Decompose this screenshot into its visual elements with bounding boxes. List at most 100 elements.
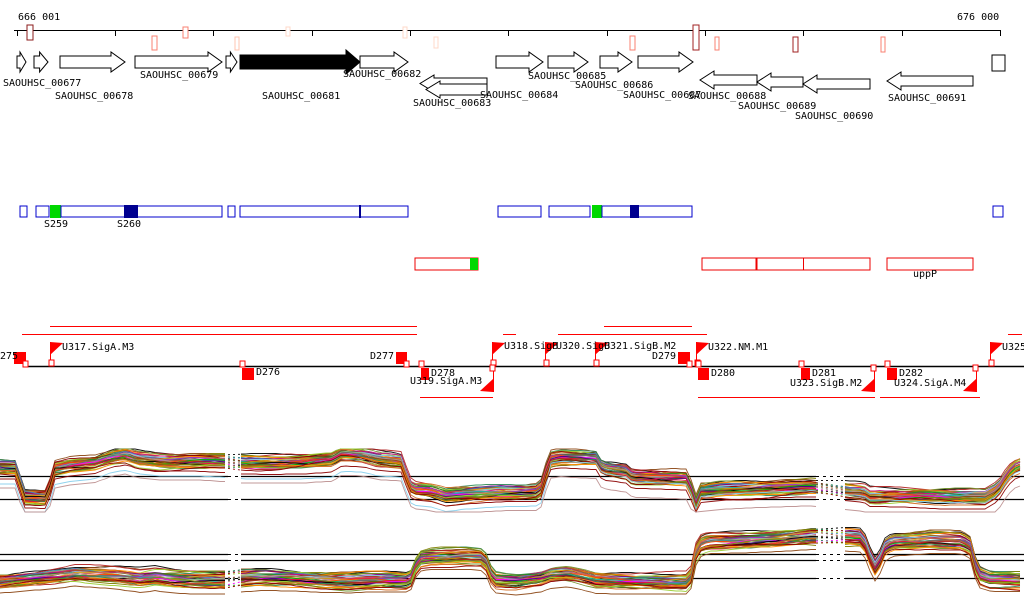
gene-arrow[interactable] bbox=[599, 51, 633, 73]
segment-box-green[interactable] bbox=[592, 205, 602, 218]
gene-arrow[interactable] bbox=[547, 51, 589, 73]
expression-curve-gap bbox=[227, 571, 242, 575]
expression-curve-gap bbox=[227, 569, 242, 572]
d-site-label: D279 bbox=[652, 351, 677, 362]
expression-curve bbox=[845, 541, 1021, 591]
gene-track bbox=[16, 48, 1006, 99]
gene-arrow[interactable] bbox=[425, 80, 488, 99]
gene-partial-box[interactable] bbox=[991, 54, 1006, 72]
ruler-start-label: 666 001 bbox=[18, 12, 61, 23]
segment-box-navy[interactable] bbox=[124, 205, 138, 218]
gene-arrow[interactable] bbox=[699, 70, 758, 90]
ruler-end-label: 676 000 bbox=[957, 12, 1000, 23]
tss-flag-up[interactable] bbox=[48, 342, 63, 367]
tss-flag-up[interactable] bbox=[593, 342, 608, 367]
gene-arrow[interactable] bbox=[225, 50, 238, 74]
expression-curve-gap bbox=[227, 576, 242, 580]
segment-label: S259 bbox=[44, 219, 69, 230]
expression-curve-gap bbox=[815, 536, 846, 539]
ruler-marker[interactable] bbox=[433, 36, 439, 49]
d-site-marker[interactable] bbox=[396, 352, 410, 368]
operon-box[interactable] bbox=[701, 257, 871, 271]
expression-curve bbox=[844, 540, 1020, 583]
gene-arrow[interactable] bbox=[802, 74, 871, 94]
ruler-marker[interactable] bbox=[182, 26, 189, 39]
gene-arrow[interactable] bbox=[756, 72, 804, 92]
ruler-marker[interactable] bbox=[714, 36, 720, 51]
tss-label: U325 bbox=[1002, 342, 1024, 353]
tss-flag-down[interactable] bbox=[861, 364, 877, 392]
ruler-marker[interactable] bbox=[629, 35, 636, 51]
ruler-marker[interactable] bbox=[151, 35, 158, 51]
operon-box[interactable] bbox=[414, 257, 479, 271]
tss-label: U323.SigB.M2 bbox=[790, 378, 863, 389]
operon-label: uppP bbox=[913, 269, 938, 280]
expression-curve-gap bbox=[815, 482, 846, 488]
d-site-marker[interactable] bbox=[239, 360, 254, 380]
ruler-marker[interactable] bbox=[402, 26, 408, 39]
segment-box-navy[interactable] bbox=[630, 205, 639, 218]
segment-box[interactable] bbox=[548, 205, 591, 218]
gene-arrow[interactable] bbox=[59, 51, 126, 73]
segment-box[interactable] bbox=[239, 205, 409, 218]
gene-arrow[interactable] bbox=[637, 51, 694, 73]
segment-box[interactable] bbox=[19, 205, 28, 218]
tss-flag-up[interactable] bbox=[490, 342, 505, 367]
expression-plot-1 bbox=[0, 448, 1024, 514]
gene-arrow[interactable] bbox=[495, 51, 544, 73]
ruler-marker[interactable] bbox=[285, 26, 291, 37]
tss-flag-down[interactable] bbox=[480, 364, 496, 392]
d-site-marker[interactable] bbox=[14, 352, 29, 368]
expression-curve-gap bbox=[227, 453, 242, 456]
operon-green-segment[interactable] bbox=[470, 258, 478, 270]
gene-arrow[interactable] bbox=[359, 51, 409, 73]
segment-box[interactable] bbox=[497, 205, 542, 218]
ruler-marker[interactable] bbox=[234, 36, 240, 51]
gene-label: SAOUHSC_00677 bbox=[3, 78, 82, 89]
d-site-marker[interactable] bbox=[695, 360, 709, 380]
gene-label: SAOUHSC_00687 bbox=[623, 90, 702, 101]
gene-label: SAOUHSC_00686 bbox=[575, 80, 654, 91]
segment-label: S260 bbox=[117, 219, 142, 230]
expression-curve-gap bbox=[815, 488, 846, 492]
ruler-marker[interactable] bbox=[792, 36, 799, 53]
ruler-marker[interactable] bbox=[692, 24, 700, 51]
gene-arrow[interactable] bbox=[886, 71, 974, 91]
tss-flag-down[interactable] bbox=[963, 364, 979, 392]
gene-arrow[interactable] bbox=[33, 50, 49, 74]
d-site-marker[interactable] bbox=[418, 360, 429, 380]
segment-box[interactable] bbox=[35, 205, 50, 218]
tss-flag-up[interactable] bbox=[988, 342, 1003, 367]
expression-curve-gap bbox=[815, 541, 846, 544]
gene-label: SAOUHSC_00682 bbox=[343, 69, 422, 80]
expression-curve bbox=[0, 578, 225, 589]
d-site-label: D281 bbox=[812, 368, 837, 379]
tss-label: U320.SigB bbox=[556, 341, 611, 352]
expression-curve-gap bbox=[227, 467, 242, 471]
expression-curve bbox=[0, 449, 225, 494]
d-site-marker[interactable] bbox=[798, 360, 810, 380]
tss-label: U321.SigB.M2 bbox=[604, 341, 677, 352]
segment-box[interactable] bbox=[601, 205, 693, 218]
expression-curve bbox=[240, 455, 817, 511]
segment-box[interactable] bbox=[60, 205, 223, 218]
tss-label: U322.NM.M1 bbox=[708, 342, 769, 353]
gene-arrow[interactable] bbox=[16, 50, 27, 74]
segment-box-green[interactable] bbox=[50, 205, 61, 218]
expression-curve bbox=[0, 464, 225, 509]
operon-box[interactable] bbox=[886, 257, 974, 271]
gene-label: SAOUHSC_00678 bbox=[55, 91, 134, 102]
gene-label: SAOUHSC_00685 bbox=[528, 71, 607, 82]
expression-curve bbox=[844, 470, 1021, 504]
segment-box-navy[interactable] bbox=[359, 205, 361, 218]
d-site-marker[interactable] bbox=[678, 352, 693, 368]
ruler-marker[interactable] bbox=[26, 24, 34, 41]
gene-arrow[interactable] bbox=[239, 48, 361, 76]
segment-box[interactable] bbox=[227, 205, 236, 218]
gene-arrow[interactable] bbox=[134, 51, 223, 73]
tss-flag-up[interactable] bbox=[543, 342, 558, 367]
tss-track bbox=[14, 326, 1024, 398]
ruler-marker[interactable] bbox=[880, 36, 886, 53]
segment-box[interactable] bbox=[992, 205, 1004, 218]
d-site-marker[interactable] bbox=[884, 360, 897, 380]
